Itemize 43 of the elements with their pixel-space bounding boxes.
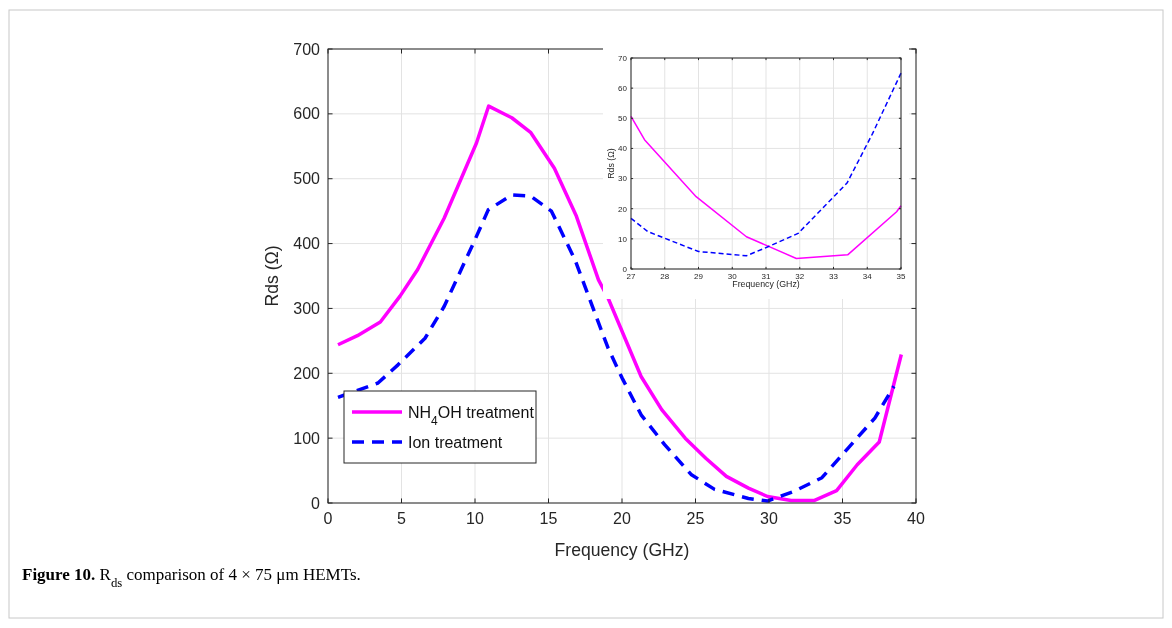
x-tick-label: 28 — [660, 272, 670, 282]
x-axis-title: Frequency (GHz) — [554, 540, 690, 560]
y-tick-label: 60 — [618, 83, 628, 93]
line-series — [630, 72, 902, 257]
y-tick-label: 700 — [293, 40, 321, 58]
y-tick-label: 70 — [618, 53, 628, 63]
x-tick-label: 5 — [397, 509, 407, 527]
line-series — [336, 104, 904, 503]
x-tick-label: 29 — [694, 272, 704, 282]
y-axis-title: Rds (Ω) — [262, 245, 282, 307]
line-series — [336, 193, 896, 503]
x-tick-label: 30 — [760, 509, 778, 527]
x-tick-label: 32 — [795, 272, 805, 282]
y-tick-label: 0 — [311, 494, 321, 512]
x-tick-label: 30 — [727, 272, 738, 282]
x-axis-title: Frequency (GHz) — [732, 279, 800, 289]
x-tick-label: 35 — [896, 272, 906, 282]
y-tick-label: 400 — [293, 235, 321, 253]
x-tick-label: 10 — [466, 509, 484, 527]
y-tick-label: 0 — [622, 264, 628, 274]
x-tick-label: 34 — [862, 272, 873, 282]
y-tick-label: 30 — [618, 174, 628, 184]
y-axis-title: Rds (Ω) — [606, 148, 616, 179]
x-tick-label: 25 — [686, 509, 705, 527]
caption: Figure 10. R$_{ds}$ comparison of 4 × 75 μm HEMTs. — [22, 565, 361, 590]
x-tick-label: 35 — [833, 509, 852, 527]
y-tick-label: 20 — [618, 204, 628, 214]
x-tick-label: 33 — [829, 272, 839, 282]
y-tick-label: 40 — [618, 144, 628, 154]
y-tick-label: 300 — [293, 300, 321, 318]
y-tick-label: 500 — [293, 170, 321, 188]
x-tick-label: 31 — [761, 272, 771, 282]
y-tick-label: 50 — [618, 114, 628, 124]
legend-label: Ion treatment — [408, 433, 503, 451]
x-tick-label: 40 — [907, 509, 925, 527]
y-tick-label: 600 — [293, 105, 321, 123]
x-tick-label: 0 — [323, 509, 333, 527]
legend-label: NH$_{4}$OH treatment — [408, 403, 535, 428]
y-tick-label: 200 — [293, 364, 321, 382]
x-tick-label: 27 — [626, 272, 636, 282]
x-tick-label: 15 — [539, 509, 558, 527]
y-tick-label: 100 — [293, 429, 321, 447]
y-tick-label: 10 — [618, 234, 628, 244]
